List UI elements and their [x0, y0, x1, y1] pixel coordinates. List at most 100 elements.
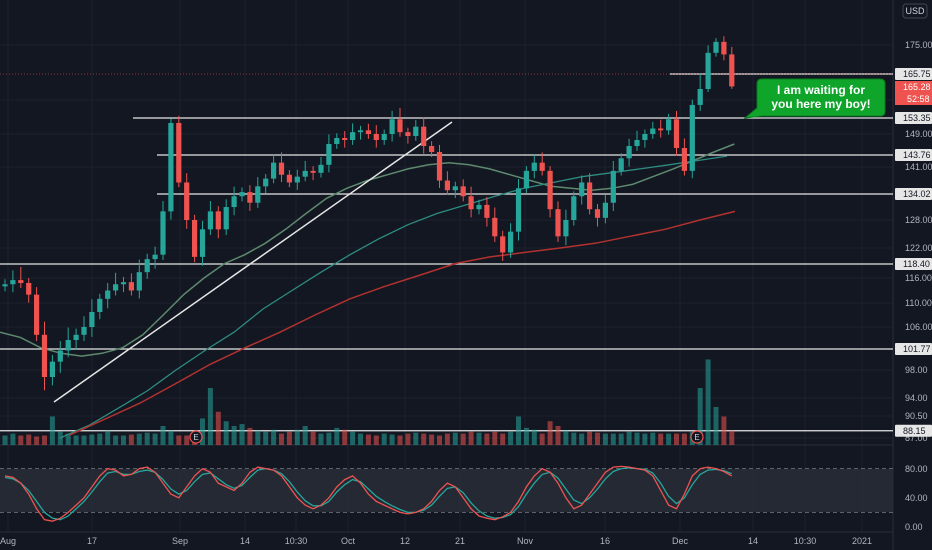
currency-label: USD — [905, 6, 925, 16]
candle-body — [594, 209, 601, 218]
candle-body — [642, 134, 648, 141]
volume-bar — [618, 433, 624, 445]
candle-body — [105, 290, 111, 299]
volume-bar — [413, 432, 419, 445]
candle-body — [381, 134, 387, 141]
volume-bar — [508, 431, 514, 445]
volume-bar — [444, 433, 450, 445]
volume-bar — [492, 431, 498, 445]
callout-text-line: I am waiting for — [777, 83, 865, 97]
candle-body — [697, 89, 703, 105]
volume-bar — [358, 433, 363, 445]
level-axis-label: 153.35 — [903, 113, 931, 123]
candle-body — [389, 119, 395, 134]
volume-bar — [626, 431, 632, 445]
candle-body — [634, 140, 640, 147]
volume-bar — [81, 435, 87, 445]
candle-body — [223, 207, 229, 230]
volume-bar — [476, 432, 482, 445]
stoch-k-line — [4, 465, 733, 522]
volume-bar — [681, 433, 687, 445]
volume-bar — [555, 426, 561, 445]
candle-body — [89, 312, 95, 327]
time-axis[interactable]: Aug 17 Sep 14 10:30 Oct 12 21 Nov 16 Dec 14 10:30 202… — [0, 536, 872, 546]
time-tick-label: 21 — [455, 536, 465, 546]
currency-badge[interactable]: USD — [902, 3, 928, 19]
earnings-marker: E — [189, 430, 203, 444]
time-tick-label: 12 — [400, 536, 410, 546]
candle-body — [49, 361, 55, 377]
candle-body — [555, 209, 561, 237]
volume-bar — [729, 430, 735, 445]
time-tick-label: Aug — [0, 536, 16, 546]
volume-bar — [610, 433, 616, 445]
volume-bar — [113, 435, 119, 445]
candle-body — [18, 280, 24, 283]
candle-body — [41, 334, 48, 377]
countdown-label: 52:58 — [907, 94, 930, 104]
candle-body — [81, 327, 87, 335]
candle-body — [705, 52, 711, 90]
level-axis-box — [895, 343, 932, 355]
volume-bar — [429, 434, 435, 445]
candle-body — [247, 192, 253, 203]
volume-bar — [310, 431, 316, 445]
candle-body — [492, 217, 498, 237]
volume-bar — [539, 433, 545, 445]
volume-bar — [294, 429, 300, 445]
candle-body — [34, 294, 40, 335]
candle-body — [421, 126, 427, 147]
stoch-band — [0, 469, 893, 512]
level-axis-box — [895, 424, 932, 437]
candle-body — [263, 178, 269, 187]
level-axis-box — [895, 188, 932, 200]
volume-bar — [136, 433, 142, 445]
volume-bar — [468, 431, 474, 445]
stoch-d-line — [4, 467, 733, 521]
volume-bar — [634, 432, 640, 445]
candle-body — [113, 284, 119, 291]
volume-bar — [26, 434, 32, 445]
volume-bar — [452, 432, 458, 445]
time-tick-label: Sep — [172, 536, 188, 546]
volume-bars — [2, 359, 735, 445]
level-axis-box — [895, 68, 932, 80]
price-tick-label: 110.00 — [905, 298, 932, 308]
candle-body — [350, 132, 356, 141]
candle-body — [26, 283, 32, 295]
volume-bar — [460, 433, 466, 445]
candle-body — [444, 180, 450, 191]
volume-bar — [160, 426, 166, 445]
volume-bar — [207, 388, 213, 445]
level-axis-label: 118.40 — [903, 259, 930, 269]
price-tick-label: 141.00 — [905, 162, 932, 172]
price-axis[interactable]: 175.00157.00149.00141.00128.00122.00116.… — [895, 40, 932, 532]
candle-body — [97, 298, 103, 312]
candle-body — [152, 254, 158, 260]
trendline[interactable] — [53, 121, 453, 403]
candle-body — [563, 220, 569, 237]
volume-bar — [144, 432, 150, 445]
candle-body — [500, 236, 506, 253]
candle-body — [239, 192, 245, 197]
earnings-label: E — [694, 433, 699, 442]
candle-body — [587, 182, 593, 210]
time-tick-label: 10:30 — [285, 536, 308, 546]
candle-body — [429, 146, 435, 153]
time-tick-label: Nov — [517, 536, 534, 546]
candle-body — [294, 176, 300, 183]
candle-body — [365, 130, 371, 134]
volume-bar — [405, 433, 411, 445]
candle-body — [120, 282, 127, 285]
candle-body — [57, 350, 63, 362]
volume-bar — [587, 431, 593, 445]
candle-body — [65, 340, 71, 351]
time-tick-label: 14 — [240, 536, 250, 546]
volume-bar — [697, 388, 703, 445]
candles — [2, 36, 735, 391]
volume-bar — [650, 432, 656, 445]
callout-text-line: you here my boy! — [771, 97, 870, 111]
